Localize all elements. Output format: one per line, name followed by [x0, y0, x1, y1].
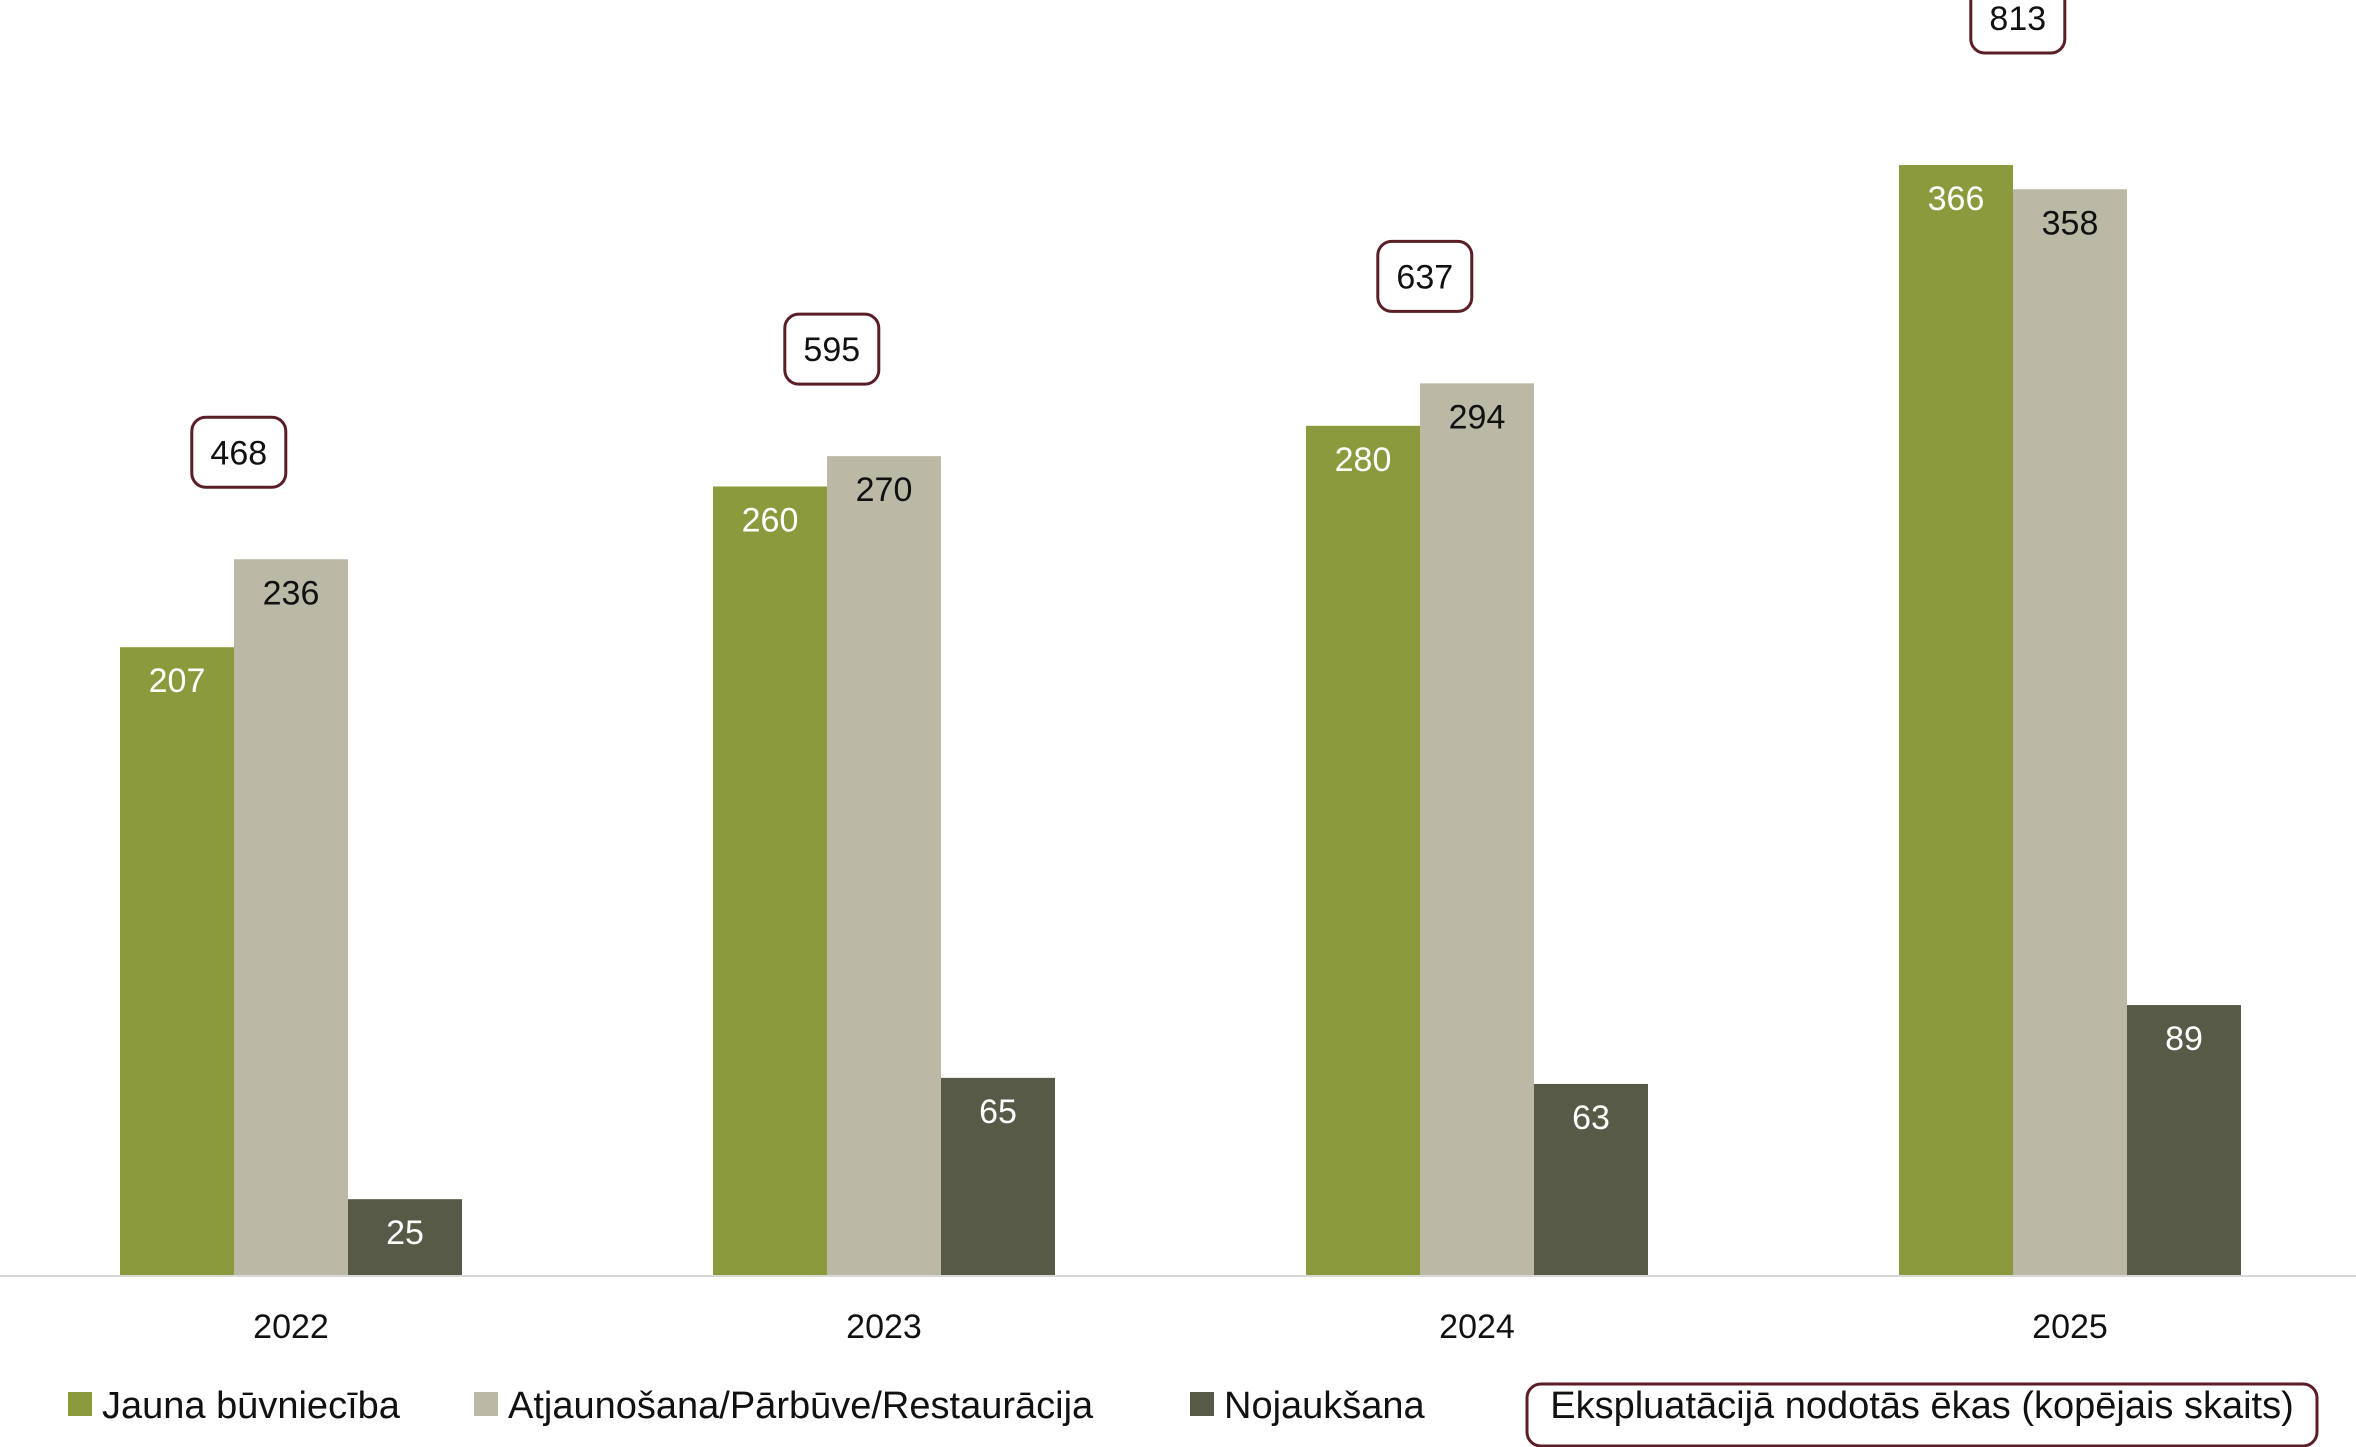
- x-tick-label: 2024: [1439, 1308, 1515, 1346]
- bar-value-label: 63: [1572, 1099, 1610, 1137]
- bar-jauna-buvnieciba-2024: [1306, 425, 1420, 1275]
- x-tick-label: 2022: [253, 1308, 329, 1346]
- bar-nojauksana-2024: [1534, 1083, 1648, 1275]
- bar-jauna-buvnieciba-2022: [120, 647, 234, 1275]
- total-label-box: [1376, 239, 1474, 313]
- x-axis-ticks: 2022 2023 2024 2025: [253, 1308, 2108, 1346]
- bar-nojauksana-2022: [348, 1199, 462, 1275]
- total-label-box: [783, 312, 881, 386]
- legend-label-jauna-buvnieciba: Jauna būvniecība: [102, 1385, 401, 1427]
- bar-atjaunosana-parbuve-restauracija-2025: [2013, 189, 2127, 1275]
- bar-atjaunosana-parbuve-restauracija-2023: [827, 456, 941, 1275]
- legend-total-box: [1525, 1382, 2319, 1447]
- legend-swatch-atjaunosana-parbuve-restauracija: [474, 1392, 498, 1416]
- legend-label-atjaunosana-parbuve-restauracija: Atjaunošana/Pārbūve/Restaurācija: [508, 1385, 1094, 1427]
- bar-value-label: 270: [856, 471, 913, 509]
- bar-nojauksana-2025: [2127, 1005, 2241, 1275]
- bar-value-label: 280: [1335, 441, 1392, 479]
- bar-atjaunosana-parbuve-restauracija-2022: [234, 559, 348, 1275]
- bar-jauna-buvnieciba-2023: [713, 486, 827, 1275]
- bar-jauna-buvnieciba-2025: [1899, 165, 2013, 1275]
- bars-layer: 207 236 25 260 270 65 280 294 63 366 358 89: [120, 165, 2241, 1275]
- bar-value-label: 260: [742, 501, 799, 539]
- total-value-label: 595: [803, 331, 860, 369]
- bar-nojauksana-2023: [941, 1077, 1055, 1275]
- total-label-box: [1969, 0, 2067, 55]
- bar-value-label: 65: [979, 1093, 1017, 1131]
- total-value-label: 637: [1396, 258, 1453, 296]
- total-value-label: 468: [210, 434, 267, 472]
- bar-value-label: 89: [2165, 1020, 2203, 1058]
- x-tick-label: 2025: [2032, 1308, 2108, 1346]
- bar-atjaunosana-parbuve-restauracija-2024: [1420, 383, 1534, 1275]
- legend-swatch-jauna-buvnieciba: [68, 1392, 92, 1416]
- bar-value-label: 358: [2042, 204, 2099, 242]
- bar-value-label: 294: [1449, 398, 1506, 436]
- legend-swatch-nojauksana: [1190, 1392, 1214, 1416]
- legend-label-total: Ekspluatācijā nodotās ēkas (kopējais ska…: [1550, 1385, 2294, 1427]
- legend-label-nojauksana: Nojaukšana: [1224, 1385, 1426, 1427]
- total-value-label: 813: [1989, 0, 2046, 38]
- bar-value-label: 25: [386, 1214, 424, 1252]
- bar-value-label: 207: [149, 662, 206, 700]
- bar-value-label: 366: [1928, 180, 1985, 218]
- total-labels: 468 595 637 813: [190, 0, 2067, 489]
- bar-value-label: 236: [263, 574, 320, 612]
- x-tick-label: 2023: [846, 1308, 922, 1346]
- legend: Jauna būvniecība Atjaunošana/Pārbūve/Rest…: [68, 1382, 2319, 1447]
- total-label-box: [190, 415, 288, 489]
